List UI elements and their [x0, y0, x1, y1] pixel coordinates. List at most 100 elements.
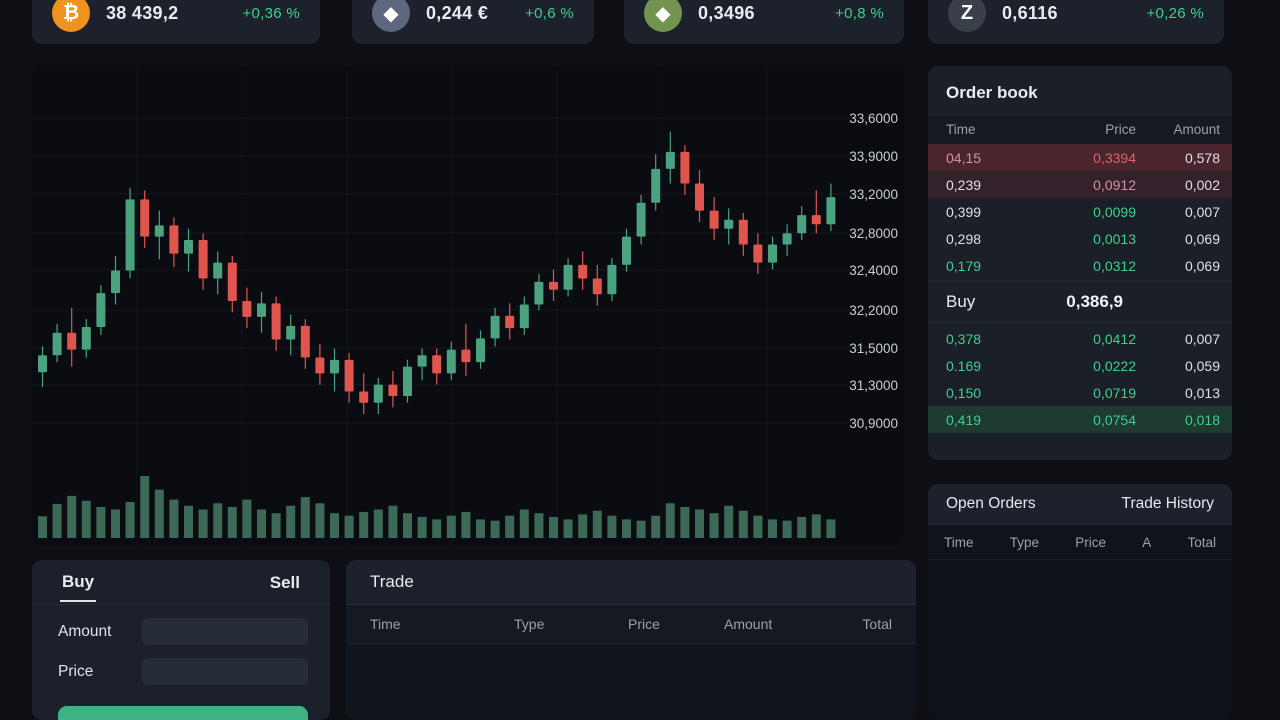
diamond-coin-icon: ◆: [644, 0, 682, 32]
order-book-ask-row[interactable]: 04,15 0,3394 0,578: [928, 144, 1232, 171]
amount-cell: 0,018: [1184, 411, 1220, 428]
column-header: A: [1142, 534, 1152, 550]
column-header: Price: [1105, 122, 1136, 137]
order-book-ask-row[interactable]: 0,179 0,0312 0,069: [928, 252, 1232, 279]
ticker-value: 38 439,2: [106, 2, 179, 23]
ticker-value: 0,6116: [1002, 2, 1058, 23]
tab-trade-history[interactable]: Trade History: [1121, 495, 1214, 512]
time-cell: 0,298: [946, 230, 982, 247]
candlestick-chart[interactable]: 33,6000 33,9000 33,2000 32,8000 32,4000 32,20…: [32, 66, 904, 545]
open-orders-panel: Open Orders Trade History Time Type Price A…: [928, 484, 1232, 720]
price-cell: 0,0754: [1093, 411, 1136, 428]
price-cell: 0,0222: [1093, 357, 1136, 374]
ticker-change: +0,6 %: [525, 4, 574, 22]
amount-field-row: Amount: [58, 618, 308, 645]
trade-feed-panel: Trade Time Type Price Amount Total: [346, 560, 916, 720]
amount-label: Amount: [58, 622, 112, 640]
amount-cell: 0,007: [1184, 330, 1220, 347]
order-book-bid-row[interactable]: 0,150 0,0719 0,013: [928, 379, 1232, 406]
order-book-bid-row[interactable]: 0,378 0,0412 0,007: [928, 325, 1232, 352]
time-cell: 0,150: [946, 384, 982, 401]
tab-buy[interactable]: Buy: [60, 562, 97, 602]
tab-sell[interactable]: Sell: [269, 573, 300, 592]
price-cell: 0,3394: [1093, 149, 1136, 166]
price-cell: 0,0099: [1093, 203, 1136, 220]
trade-column-headers: Time Type Price Amount Total: [346, 605, 916, 644]
price-cell: 0,0912: [1093, 176, 1136, 193]
ticker-card[interactable]: Z 0,6116 +0,26 %: [928, 0, 1224, 44]
amount-cell: 0,007: [1184, 203, 1220, 220]
time-cell: 0.169: [946, 357, 982, 374]
buy-label: Buy: [946, 292, 976, 311]
order-book-asks: 04,15 0,3394 0,578 0,239 0,0912 0,002 0,399 0,0…: [928, 144, 1232, 279]
ticker-card[interactable]: ◆ 0,244 € +0,6 %: [352, 0, 594, 44]
order-book-column-headers: Time Price Amount: [928, 116, 1232, 144]
ticker-change: +0,36 %: [242, 4, 300, 22]
time-cell: 0,179: [946, 257, 982, 274]
price-label: Price: [58, 662, 94, 680]
y-axis-label: 31,3000: [849, 378, 898, 393]
column-header: Time: [946, 122, 976, 137]
column-header: Type: [514, 616, 545, 632]
amount-cell: 0,002: [1184, 176, 1220, 193]
price-field-row: Price: [58, 658, 308, 685]
trade-panel-title: Trade: [346, 560, 916, 605]
z-coin-icon: Z: [948, 0, 986, 32]
y-axis-label: 32,4000: [849, 263, 898, 278]
order-book-bids: 0,378 0,0412 0,007 0.169 0,0222 0,059 0,150 0,0…: [928, 325, 1232, 433]
column-header: Time: [370, 616, 401, 632]
column-header: Price: [1075, 534, 1106, 550]
price-chart-panel[interactable]: 33,6000 33,9000 33,2000 32,8000 32,4000 32,20…: [32, 66, 904, 545]
price-cell: 0,0312: [1093, 257, 1136, 274]
y-axis-label: 32,8000: [849, 226, 898, 241]
order-book-bid-row[interactable]: 0.169 0,0222 0,059: [928, 352, 1232, 379]
price-cell: 0,0719: [1093, 384, 1136, 401]
trade-empty-body: [346, 644, 916, 720]
column-header: Price: [628, 616, 660, 632]
open-orders-column-headers: Time Type Price A Total: [928, 525, 1232, 560]
order-book-title: Order book: [946, 83, 1038, 102]
amount-cell: 0,069: [1184, 230, 1220, 247]
y-axis-label: 33,9000: [849, 149, 898, 164]
amount-input[interactable]: [142, 618, 308, 645]
time-cell: 0,239: [946, 176, 982, 193]
y-axis-label: 30,9000: [849, 416, 898, 431]
column-header: Total: [1187, 534, 1216, 550]
order-form-tabs: Buy Sell: [32, 560, 330, 605]
order-book-bid-row[interactable]: 0,419 0,0754 0,018: [928, 406, 1232, 433]
y-axis-label: 33,2000: [849, 187, 898, 202]
y-axis-label: 31,5000: [849, 341, 898, 356]
amount-cell: 0,059: [1184, 357, 1220, 374]
column-header: Type: [1009, 534, 1039, 550]
bitcoin-icon: ₿: [52, 0, 90, 32]
column-header: Total: [862, 616, 892, 632]
order-book-ask-row[interactable]: 0,239 0,0912 0,002: [928, 171, 1232, 198]
last-price: 0,386,9: [1066, 292, 1124, 311]
y-axis-label: 32,2000: [849, 303, 898, 318]
order-book-panel: Order book Time Price Amount 04,15 0,3394 0,…: [928, 66, 1232, 460]
price-input[interactable]: [142, 658, 308, 685]
price-cell: 0,0013: [1093, 230, 1136, 247]
open-orders-empty-body: [928, 560, 1232, 720]
open-orders-tabs: Open Orders Trade History: [928, 484, 1232, 525]
column-header: Amount: [1173, 122, 1220, 137]
tab-open-orders[interactable]: Open Orders: [946, 495, 1036, 512]
ticker-value: 0,3496: [698, 2, 755, 23]
column-header: Amount: [724, 616, 773, 632]
amount-cell: 0,013: [1184, 384, 1220, 401]
order-book-ask-row[interactable]: 0,399 0,0099 0,007: [928, 198, 1232, 225]
order-book-mid-row: Buy 0,386,9: [928, 281, 1232, 323]
ticker-value: 0,244 €: [426, 2, 489, 23]
time-cell: 0,378: [946, 330, 982, 347]
column-header: Time: [944, 534, 974, 550]
price-cell: 0,0412: [1093, 330, 1136, 347]
ticker-card[interactable]: ₿ 38 439,2 +0,36 %: [32, 0, 320, 44]
submit-order-button[interactable]: [58, 706, 308, 720]
ticker-change: +0,26 %: [1146, 4, 1204, 22]
diamond-coin-icon: ◆: [372, 0, 410, 32]
ticker-card[interactable]: ◆ 0,3496 +0,8 %: [624, 0, 904, 44]
order-book-ask-row[interactable]: 0,298 0,0013 0,069: [928, 225, 1232, 252]
ticker-change: +0,8 %: [835, 4, 884, 22]
amount-cell: 0,578: [1184, 149, 1220, 166]
